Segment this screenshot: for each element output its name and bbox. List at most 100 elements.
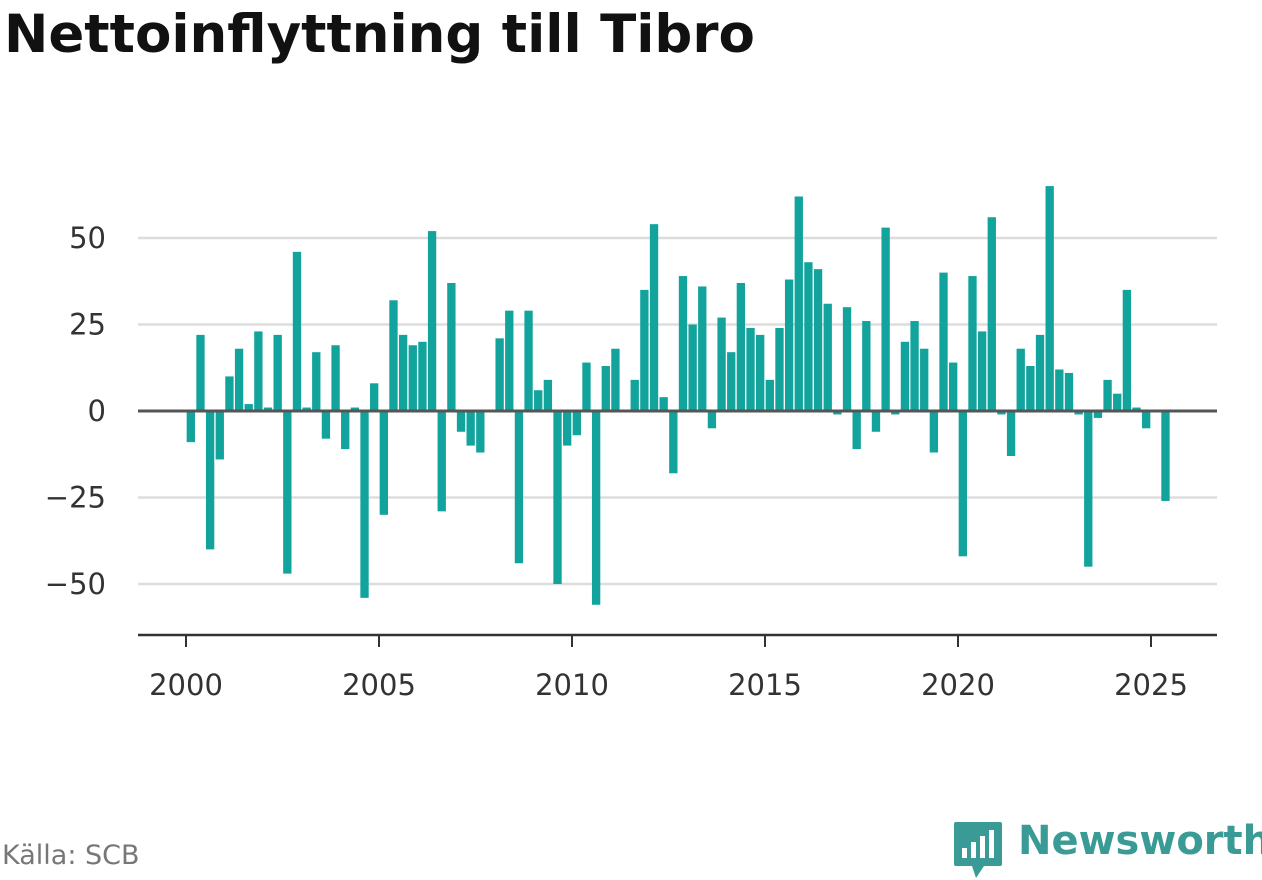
bar	[1055, 369, 1064, 411]
bar	[784, 279, 794, 411]
x-tick-label: 2025	[1114, 668, 1188, 702]
bar	[225, 376, 234, 411]
bar	[292, 251, 302, 411]
x-tick-label: 2020	[921, 668, 995, 702]
bar	[273, 334, 282, 411]
bar	[321, 411, 331, 439]
bar	[920, 348, 929, 411]
bar	[495, 338, 504, 411]
bar	[437, 411, 446, 512]
bar	[186, 411, 195, 443]
bar	[852, 411, 861, 450]
bar	[900, 341, 910, 411]
bar	[398, 334, 408, 411]
y-tick-label: 0	[88, 394, 106, 428]
bar	[341, 411, 350, 450]
bar	[640, 289, 649, 411]
bar	[1161, 411, 1170, 501]
bar	[466, 411, 475, 446]
y-tick-label: −25	[45, 481, 106, 515]
bar	[360, 411, 369, 598]
bar	[611, 348, 620, 411]
bar	[842, 307, 852, 411]
y-tick-label: −50	[45, 567, 106, 601]
bar	[958, 411, 967, 557]
bar	[871, 411, 881, 432]
bar	[775, 327, 784, 411]
bar	[659, 397, 668, 411]
x-tick-label: 2005	[342, 668, 416, 702]
bar	[379, 411, 388, 515]
bar	[263, 407, 273, 411]
bar	[408, 345, 417, 411]
bar	[601, 366, 610, 411]
bar	[505, 310, 514, 411]
bar	[389, 300, 398, 411]
x-tick-label: 2010	[535, 668, 609, 702]
bar	[804, 262, 813, 411]
bar	[698, 286, 707, 411]
bar	[1122, 289, 1132, 411]
bar	[447, 282, 456, 411]
bar	[688, 324, 697, 411]
newsworthy-logo-icon	[954, 822, 1002, 878]
bar	[823, 303, 832, 411]
brand-name: Newsworthy	[1018, 818, 1262, 864]
bar	[543, 379, 553, 411]
bar	[707, 411, 717, 429]
bar	[1084, 411, 1093, 567]
bar	[1113, 393, 1122, 411]
bar	[1026, 366, 1035, 411]
bar	[427, 231, 437, 411]
bar	[1132, 407, 1141, 411]
bar	[1045, 186, 1054, 411]
bar	[881, 227, 890, 411]
bar	[582, 362, 591, 411]
x-tick-label: 2015	[728, 668, 802, 702]
bar	[1064, 372, 1074, 411]
bar	[1142, 411, 1151, 429]
bar	[997, 411, 1006, 415]
bar	[205, 411, 215, 550]
bar-chart: −50 −25 0 25 50 2000 2005 2010 2015 2020 2025	[45, 186, 1217, 702]
bar	[312, 352, 321, 411]
bar	[1035, 334, 1045, 411]
bar	[534, 390, 543, 411]
bar	[370, 383, 379, 411]
bar	[1093, 411, 1103, 418]
bar	[524, 310, 533, 411]
bar	[234, 348, 244, 411]
bar	[746, 327, 755, 411]
bar	[418, 341, 427, 411]
bar	[1074, 411, 1083, 415]
y-tick-label: 50	[69, 221, 106, 255]
bar	[244, 404, 253, 411]
bar	[331, 345, 340, 411]
bar	[1006, 411, 1016, 456]
bar	[929, 411, 939, 453]
bar	[563, 411, 572, 446]
bar	[987, 217, 996, 411]
bar	[968, 276, 977, 411]
bar	[717, 317, 726, 411]
bar	[630, 379, 639, 411]
bar	[215, 411, 224, 460]
source-label: Källa: SCB	[2, 840, 140, 871]
bar	[196, 334, 205, 411]
bar	[833, 411, 842, 415]
bar	[939, 272, 948, 411]
bar	[910, 321, 919, 411]
bar	[949, 362, 958, 411]
bar	[283, 411, 292, 574]
bar	[302, 407, 311, 411]
bar	[553, 411, 562, 584]
bar	[591, 411, 601, 605]
bar	[977, 331, 987, 411]
y-tick-label: 25	[69, 308, 106, 342]
bar	[456, 411, 466, 432]
bar	[862, 321, 871, 411]
chart-title: Nettoinflyttning till Tibro	[4, 4, 755, 65]
bar	[1103, 379, 1112, 411]
bar	[350, 407, 360, 411]
bar	[756, 334, 765, 411]
